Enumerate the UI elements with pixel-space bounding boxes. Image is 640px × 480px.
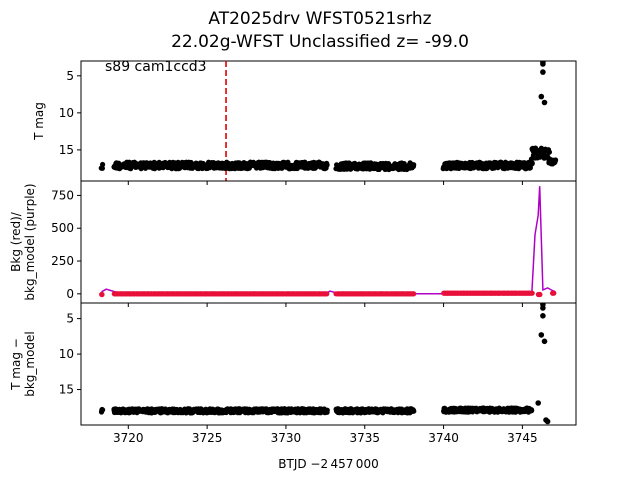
- data-point: [100, 407, 106, 413]
- x-tick-label: 3735: [349, 431, 380, 445]
- x-tick-label: 3745: [507, 431, 538, 445]
- x-tick-label: 3720: [113, 431, 144, 445]
- y-axis-label-line: Bkg (red)/: [9, 211, 23, 272]
- data-point: [532, 145, 539, 151]
- data-point: [540, 305, 546, 311]
- data-point: [535, 400, 541, 406]
- y-tick-label: 5: [66, 312, 74, 326]
- y-axis-label-line: bkg_model (purple): [23, 183, 37, 300]
- data-point: [100, 161, 106, 168]
- data-point: [540, 313, 546, 319]
- data-layer: [98, 61, 559, 181]
- x-tick-label: 3730: [271, 431, 302, 445]
- data-point: [410, 407, 416, 413]
- chart-title-line1: AT2025drv WFST0521srhz: [208, 9, 432, 29]
- data-point: [541, 338, 548, 345]
- axes-frame: [80, 180, 577, 304]
- data-point: [540, 61, 546, 67]
- chart-title-line2: 22.02g-WFST Unclassified z= -99.0: [171, 32, 469, 52]
- data-point: [551, 290, 557, 296]
- y-tick-label: 15: [59, 383, 74, 397]
- y-tick-label: 10: [59, 347, 74, 361]
- panel-top-magnitude: 5 10 15 T mag s89 cam1ccd3: [32, 59, 577, 185]
- data-layer: [98, 303, 551, 425]
- data-point: [410, 163, 417, 169]
- data-point: [529, 290, 535, 296]
- data-point: [546, 149, 553, 155]
- data-point: [537, 291, 543, 298]
- panel-annotation: s89 cam1ccd3: [105, 59, 207, 75]
- data-point: [99, 291, 105, 298]
- data-point: [538, 93, 545, 100]
- data-point: [553, 157, 559, 163]
- y-axis-label: T mag: [32, 102, 46, 141]
- y-tick-label: 10: [59, 106, 74, 120]
- y-tick-label: 750: [51, 188, 74, 202]
- y-axis-label: T mag −bkg_model: [9, 331, 37, 397]
- data-point: [544, 418, 551, 425]
- axes-frame: [80, 302, 577, 426]
- y-tick-label: 250: [51, 254, 74, 268]
- series-line: [101, 186, 556, 295]
- data-point: [529, 407, 535, 413]
- panel-middle-background: 0 250 500 750 Bkg (red)/bkg_model (purple): [9, 180, 577, 307]
- data-point: [324, 409, 330, 415]
- data-layer: [99, 186, 557, 298]
- y-axis-label-line: T mag: [32, 102, 46, 141]
- data-point: [99, 165, 105, 171]
- data-point: [411, 291, 417, 297]
- x-tick-label: 3740: [428, 431, 459, 445]
- y-axis-label: Bkg (red)/bkg_model (purple): [9, 183, 37, 300]
- data-point: [324, 291, 330, 297]
- data-point: [540, 69, 546, 75]
- y-tick-label: 15: [59, 143, 74, 157]
- y-tick-label: 5: [66, 69, 74, 83]
- x-axis-label: BTJD −2 457 000: [278, 457, 378, 471]
- y-axis-label-line: T mag −: [9, 338, 23, 391]
- panel-bottom-residual: 5 10 15 T mag −bkg_model 3720 3725 3730 3735 374…: [9, 302, 577, 471]
- data-point: [541, 99, 548, 106]
- data-point: [538, 332, 545, 338]
- y-tick-label: 500: [51, 221, 74, 235]
- x-tick-label: 3725: [192, 431, 223, 445]
- data-point: [324, 162, 330, 168]
- y-axis-label-line: bkg_model: [23, 331, 37, 397]
- y-tick-label: 0: [66, 287, 74, 301]
